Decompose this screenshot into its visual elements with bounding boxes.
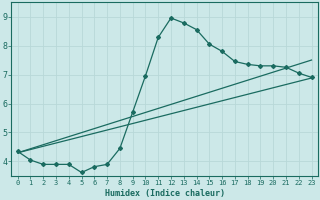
X-axis label: Humidex (Indice chaleur): Humidex (Indice chaleur) bbox=[105, 189, 225, 198]
